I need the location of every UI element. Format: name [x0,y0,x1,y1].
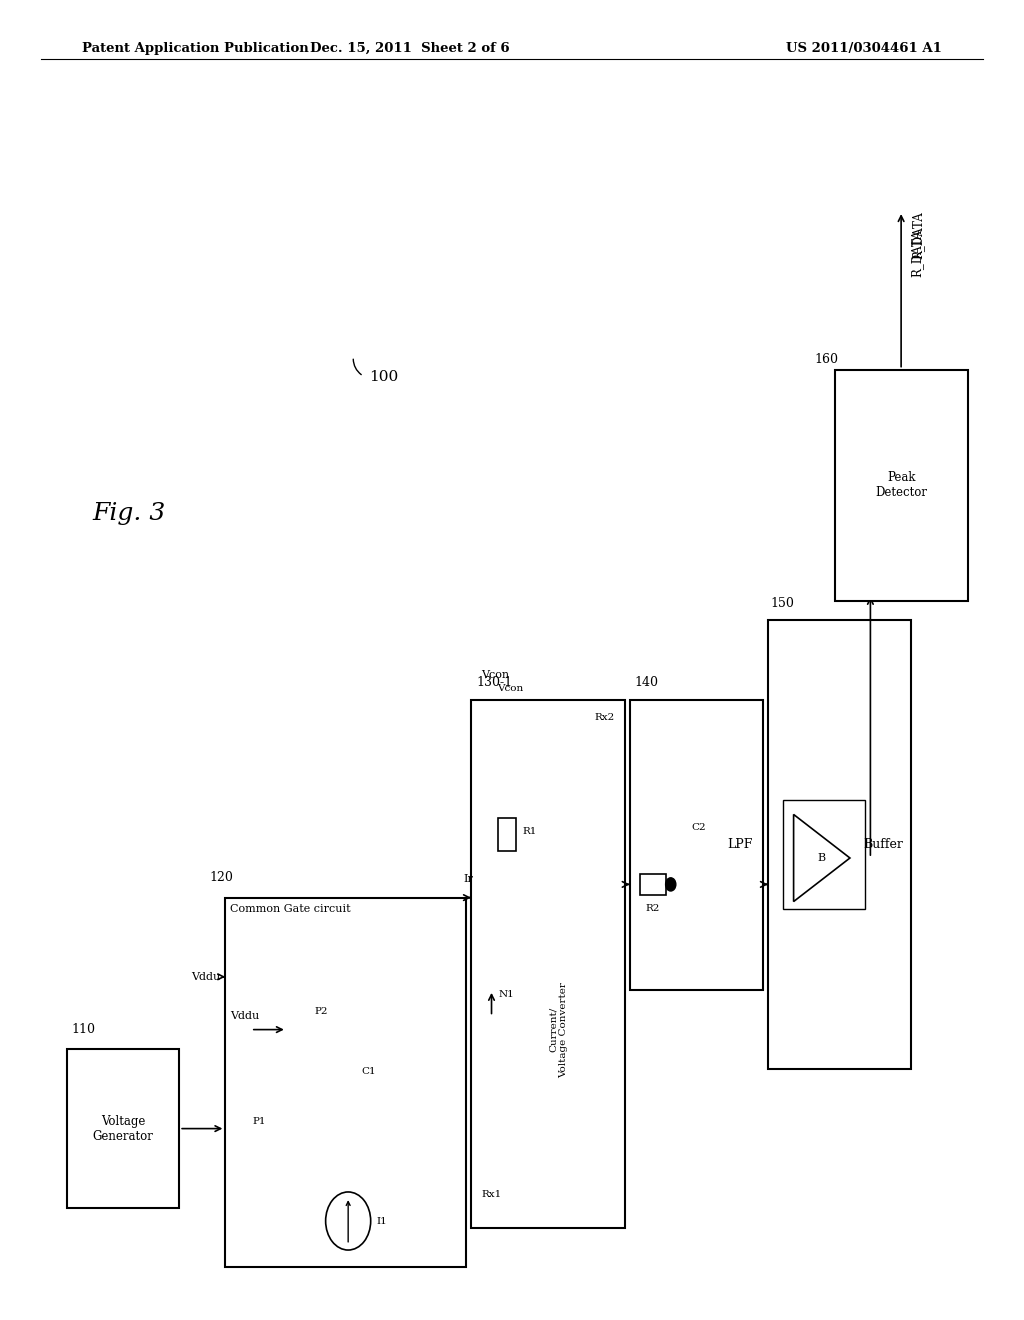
Circle shape [666,878,676,891]
Text: R_DATA: R_DATA [910,230,923,277]
Text: Patent Application Publication: Patent Application Publication [82,42,308,55]
Text: Dec. 15, 2011  Sheet 2 of 6: Dec. 15, 2011 Sheet 2 of 6 [310,42,509,55]
Text: LPF: LPF [727,838,753,851]
Text: I1: I1 [377,1217,387,1225]
Text: 130-1: 130-1 [476,676,512,689]
Text: 140: 140 [635,676,658,689]
Text: P1: P1 [253,1118,266,1126]
Text: Peak
Detector: Peak Detector [876,471,927,499]
Text: R2: R2 [645,904,659,913]
Text: R1: R1 [522,828,537,836]
Text: Vddu: Vddu [190,972,220,982]
Text: Rx2: Rx2 [594,713,614,722]
Text: C1: C1 [361,1067,376,1076]
Bar [783,800,865,908]
Text: 110: 110 [72,1023,95,1036]
Text: Voltage
Generator: Voltage Generator [92,1114,154,1143]
Text: 120: 120 [210,871,233,884]
Text: Current/
Voltage Converter: Current/ Voltage Converter [549,982,567,1077]
Text: Ir: Ir [464,874,473,884]
Bar [835,370,968,601]
Text: Fig. 3: Fig. 3 [92,502,166,524]
Text: R_DATA: R_DATA [911,211,925,259]
Bar [498,818,516,851]
Bar [630,700,763,990]
Text: Common Gate circuit: Common Gate circuit [230,904,351,915]
Text: C2: C2 [691,822,706,832]
Text: N1: N1 [499,990,515,999]
Text: 100: 100 [369,370,398,384]
Text: Vcon: Vcon [497,684,523,693]
Text: P2: P2 [314,1007,328,1016]
Bar [225,898,466,1267]
Text: Vcon: Vcon [481,669,509,680]
Text: B: B [818,853,825,863]
Text: US 2011/0304461 A1: US 2011/0304461 A1 [786,42,942,55]
Bar [471,700,625,1228]
Bar [67,1049,179,1208]
Bar [640,874,666,895]
Text: Rx1: Rx1 [481,1191,502,1199]
Text: 150: 150 [770,597,794,610]
Bar [768,620,911,1069]
Text: Vddu: Vddu [230,1011,260,1022]
Text: Buffer: Buffer [863,838,903,851]
Text: 160: 160 [814,352,838,366]
